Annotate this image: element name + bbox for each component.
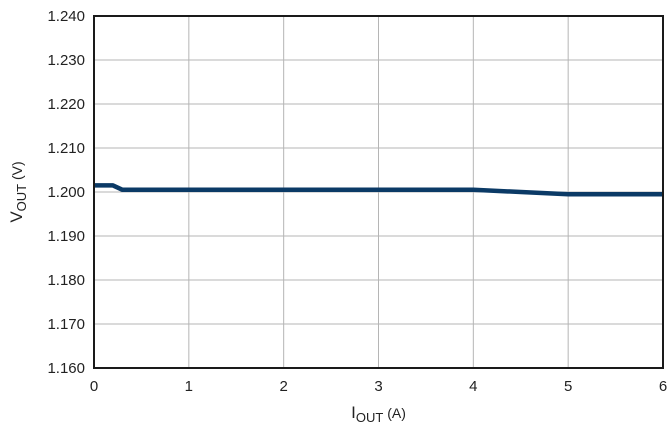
y-tick-label: 1.210 bbox=[47, 140, 85, 157]
y-axis-label-main: V bbox=[7, 211, 26, 223]
y-tick-label: 1.230 bbox=[47, 52, 85, 69]
x-tick-label: 5 bbox=[564, 378, 572, 395]
y-tick-label: 1.220 bbox=[47, 96, 85, 113]
x-axis-label-unit: (A) bbox=[383, 405, 406, 421]
x-tick-label: 0 bbox=[90, 378, 98, 395]
y-tick-label: 1.240 bbox=[47, 8, 85, 25]
x-tick-label: 3 bbox=[374, 378, 382, 395]
x-tick-label: 6 bbox=[659, 378, 667, 395]
x-axis-label-main: I bbox=[351, 403, 356, 422]
y-axis-label: VOUT (V) bbox=[7, 161, 29, 222]
x-tick-label: 2 bbox=[279, 378, 287, 395]
x-tick-label: 4 bbox=[469, 378, 477, 395]
plot-frame bbox=[93, 15, 664, 369]
y-tick-label: 1.190 bbox=[47, 228, 85, 245]
x-axis-label: IOUT (A) bbox=[351, 403, 406, 425]
y-axis-label-unit: (V) bbox=[9, 161, 25, 184]
y-tick-label: 1.170 bbox=[47, 316, 85, 333]
x-tick-labels: 0 1 2 3 4 5 6 bbox=[90, 378, 667, 395]
y-tick-label: 1.200 bbox=[47, 184, 85, 201]
y-tick-labels: 1.160 1.170 1.180 1.190 1.200 1.210 1.220 1.230… bbox=[47, 8, 85, 377]
y-tick-label: 1.160 bbox=[47, 360, 85, 377]
series-line-1 bbox=[94, 183, 663, 197]
series-lines bbox=[94, 183, 663, 197]
x-tick-label: 1 bbox=[185, 378, 193, 395]
y-tick-label: 1.180 bbox=[47, 272, 85, 289]
x-axis-label-sub: OUT bbox=[356, 410, 384, 425]
y-axis-label-sub: OUT bbox=[14, 184, 29, 212]
